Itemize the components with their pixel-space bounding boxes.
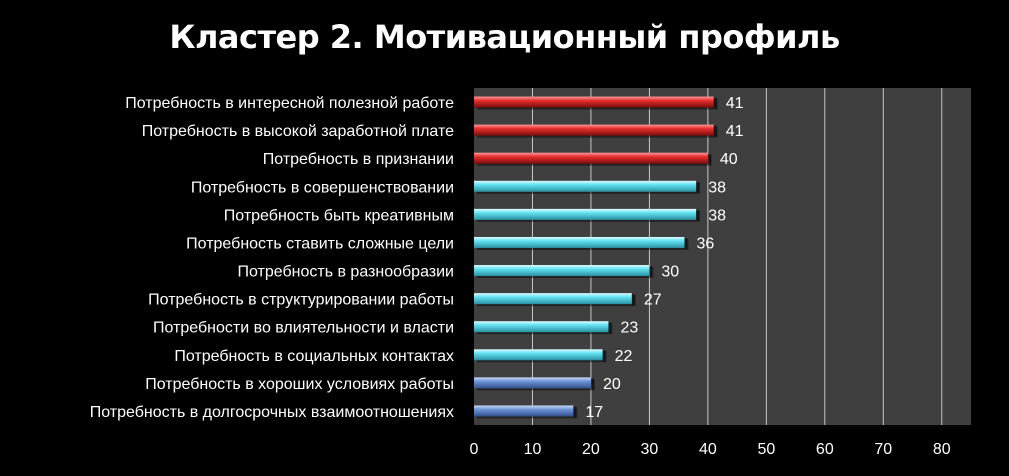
data-label: 41 (726, 123, 744, 140)
x-tick-label: 50 (757, 441, 775, 458)
category-label: Потребности во влиятельности и власти (153, 320, 454, 337)
category-label: Потребность в признании (263, 151, 454, 168)
bar-group: 30 (474, 264, 679, 281)
x-tick-label: 0 (470, 441, 479, 458)
category-label: Потребность в высокой заработной плате (142, 123, 454, 140)
bar-group: 36 (474, 235, 714, 252)
x-tick-label: 40 (699, 441, 717, 458)
category-label: Потребность в совершенствовании (191, 179, 454, 196)
bar-group: 23 (474, 320, 638, 337)
bar-side (707, 152, 712, 166)
bar-side (696, 208, 701, 222)
bar-side (713, 96, 718, 110)
bar (474, 405, 574, 417)
category-label: Потребность в структурировании работы (148, 292, 454, 309)
category-label: Потребность в интересной полезной работе (125, 95, 454, 112)
category-label: Потребность в долгосрочных взаимоотношен… (90, 404, 454, 421)
bar-group: 38 (474, 179, 726, 196)
bar-group: 27 (474, 292, 662, 309)
x-tick-label: 10 (524, 441, 542, 458)
data-label: 36 (696, 235, 714, 252)
x-tick-label: 20 (582, 441, 600, 458)
x-tick-label: 60 (816, 441, 834, 458)
x-tick-label: 70 (874, 441, 892, 458)
bar (474, 265, 650, 277)
x-tick-label: 30 (641, 441, 659, 458)
bar (474, 349, 603, 361)
bar (474, 321, 609, 333)
data-label: 38 (708, 179, 726, 196)
bar-group: 41 (474, 123, 744, 140)
data-label: 17 (585, 404, 603, 421)
bar (474, 236, 685, 248)
bar-group: 38 (474, 207, 726, 224)
x-tick-label: 80 (933, 441, 951, 458)
bar-group: 41 (474, 95, 744, 112)
data-label: 23 (620, 320, 638, 337)
bar-side (649, 265, 654, 279)
bar (474, 180, 697, 192)
bar-group: 20 (474, 376, 621, 393)
data-label: 41 (726, 95, 744, 112)
data-label: 22 (615, 348, 633, 365)
data-label: 30 (661, 264, 679, 281)
bar-side (631, 293, 636, 307)
bar-side (590, 377, 595, 391)
bar-group: 40 (474, 151, 738, 168)
bar (474, 293, 632, 305)
category-labels: Потребность в интересной полезной работе… (90, 95, 454, 421)
bar (474, 124, 714, 136)
bar (474, 208, 697, 220)
plot-area (474, 88, 971, 425)
data-label: 40 (720, 151, 738, 168)
bar (474, 377, 591, 389)
data-label: 27 (644, 292, 662, 309)
category-label: Потребность в хороших условиях работы (145, 376, 454, 393)
data-label: 38 (708, 207, 726, 224)
data-label: 20 (603, 376, 621, 393)
bar-group: 17 (474, 404, 603, 421)
bar (474, 96, 714, 108)
chart-title: Кластер 2. Мотивационный профиль (169, 18, 840, 56)
bar-side (713, 124, 718, 138)
bar-side (608, 321, 613, 335)
bar-side (684, 236, 689, 250)
x-axis-ticks: 0 10 20 30 40 50 60 70 80 (470, 441, 951, 458)
category-label: Потребность в социальных контактах (174, 348, 454, 365)
bar-side (696, 180, 701, 194)
gridlines (531, 88, 943, 425)
category-label: Потребность ставить сложные цели (186, 235, 454, 252)
bar-side (602, 349, 607, 363)
bar (474, 152, 708, 164)
category-label: Потребность в разнообразии (237, 264, 454, 281)
bar-group: 22 (474, 348, 633, 365)
bar-side (573, 405, 578, 419)
category-label: Потребность быть креативным (224, 207, 454, 224)
